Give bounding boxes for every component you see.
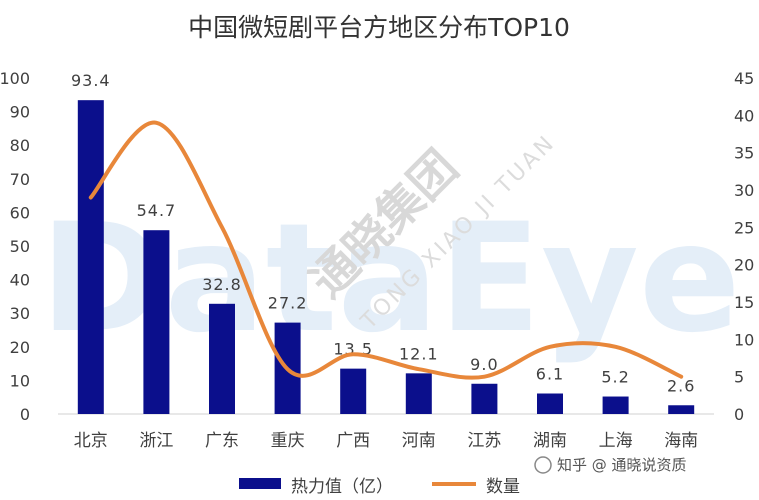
category-label: 重庆	[271, 431, 305, 451]
right-tick-label: 15	[734, 293, 754, 312]
bar	[668, 405, 695, 414]
right-tick-label: 35	[734, 144, 754, 163]
legend-swatch-bar	[239, 478, 281, 489]
left-tick-label: 20	[10, 338, 30, 357]
count-line	[88, 120, 684, 380]
bar	[471, 383, 498, 414]
bar-data-label: 93.4	[71, 71, 111, 90]
bar-data-label: 6.1	[536, 365, 564, 384]
bar	[77, 100, 104, 415]
legend: 热力值（亿） 数量	[239, 477, 520, 497]
right-tick-label: 25	[734, 218, 754, 237]
left-axis: 0 10 20 30 40 50 60 70 80 90 100	[0, 69, 30, 424]
legend-label-line: 数量	[486, 477, 520, 497]
category-label: 上海	[599, 431, 633, 451]
left-tick-label: 60	[10, 203, 30, 222]
bar-data-label: 27.2	[268, 294, 308, 313]
bar	[405, 373, 432, 414]
left-tick-label: 100	[0, 69, 30, 88]
bar-data-label: 9.0	[470, 355, 498, 374]
bars	[77, 100, 695, 415]
left-tick-label: 0	[20, 405, 30, 424]
category-label: 广西	[336, 431, 370, 451]
category-labels: 北京 浙江 广东 重庆 广西 河南 江苏 湖南 上海 海南	[74, 431, 698, 451]
bar-data-label: 32.8	[202, 275, 242, 294]
legend-label-bar: 热力值（亿）	[291, 477, 393, 497]
category-label: 江苏	[467, 431, 501, 451]
left-tick-label: 40	[10, 271, 30, 290]
category-label: 广东	[205, 431, 239, 451]
category-label: 北京	[74, 431, 108, 451]
left-tick-label: 50	[10, 237, 30, 256]
category-label: 湖南	[533, 431, 567, 451]
line-series	[88, 120, 684, 380]
bar-data-label: 2.6	[667, 376, 695, 395]
bar	[340, 368, 367, 414]
bar	[537, 393, 563, 414]
bar	[209, 303, 235, 414]
left-tick-label: 70	[10, 170, 30, 189]
right-tick-label: 20	[734, 256, 754, 275]
category-label: 河南	[402, 431, 436, 451]
left-tick-label: 80	[10, 136, 30, 155]
right-tick-label: 45	[734, 69, 754, 88]
chat-bubble-icon	[534, 456, 552, 474]
source-mark: 知乎 @ 通晓说资质	[534, 456, 687, 474]
bar-data-label: 54.7	[137, 201, 177, 220]
right-tick-label: 40	[734, 106, 754, 125]
right-tick-label: 0	[734, 405, 744, 424]
source-mark-text: 知乎 @ 通晓说资质	[557, 456, 687, 474]
category-label: 海南	[664, 431, 698, 451]
bar	[143, 230, 170, 414]
category-label: 浙江	[139, 431, 173, 451]
right-axis: 0 5 10 15 20 25 30 35 40 45	[734, 69, 754, 424]
bar	[602, 396, 629, 414]
bar-data-label: 5.2	[601, 368, 629, 387]
right-tick-label: 30	[734, 181, 754, 200]
right-tick-label: 10	[734, 330, 754, 349]
chart-title: 中国微短剧平台方地区分布TOP10	[188, 13, 570, 42]
left-tick-label: 90	[10, 103, 30, 122]
left-tick-label: 30	[10, 304, 30, 323]
bar-labels: 93.454.732.827.213.5 12.19.06.1 5.2 2.6	[71, 71, 695, 395]
right-tick-label: 5	[734, 368, 744, 387]
bar-data-label: 12.1	[399, 344, 439, 363]
left-tick-label: 10	[10, 371, 30, 390]
